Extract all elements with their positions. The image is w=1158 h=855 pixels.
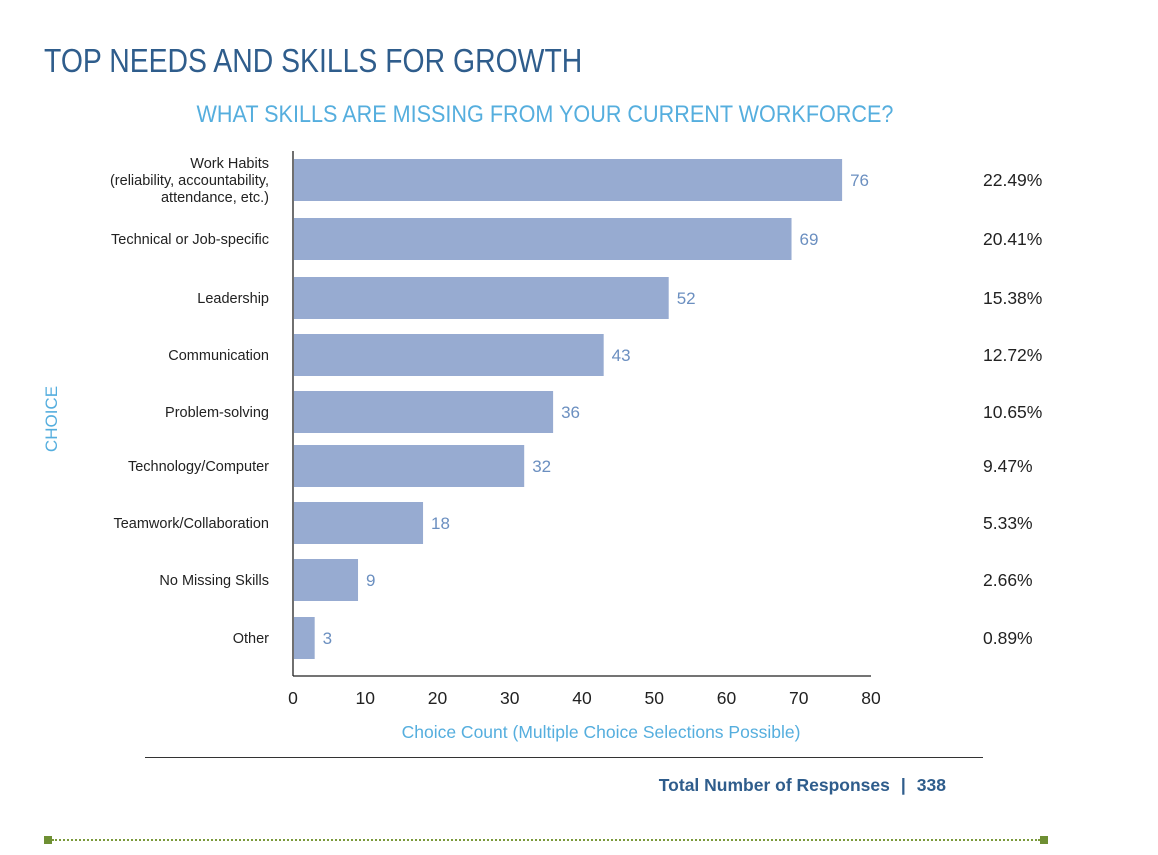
- category-label: Problem-solving: [165, 405, 269, 421]
- percentage-label: 9.47%: [983, 456, 1033, 476]
- bar: [294, 218, 792, 260]
- bar: [294, 391, 554, 433]
- category-label: Work Habits (reliability, accountability,…: [110, 156, 269, 206]
- category-label-line: (reliability, accountability,: [110, 173, 269, 189]
- bar-value-label: 36: [561, 403, 580, 422]
- percentage-label: 10.65%: [983, 402, 1042, 422]
- category-label-line: Technical or Job-specific: [111, 232, 269, 248]
- page-title: TOP NEEDS AND SKILLS FOR GROWTH: [44, 42, 583, 79]
- percentage-label: 12.72%: [983, 345, 1042, 365]
- category-label-line: Problem-solving: [165, 405, 269, 421]
- bar: [294, 334, 604, 376]
- bar: [294, 277, 669, 319]
- category-label-line: No Missing Skills: [159, 573, 269, 589]
- footer-rule: [44, 836, 1048, 844]
- x-tick-label: 50: [645, 688, 665, 708]
- total-separator: |: [900, 775, 906, 795]
- bar-value-label: 3: [323, 629, 332, 648]
- footer-rule-cap-right: [1040, 836, 1048, 844]
- category-label: No Missing Skills: [159, 573, 269, 589]
- chart-title: WHAT SKILLS ARE MISSING FROM YOUR CURREN…: [196, 101, 894, 128]
- footer-rule-dots: [52, 839, 1040, 841]
- bars-layer: 76 Work Habits (reliability, accountabilit…: [110, 156, 1042, 659]
- x-tick-label: 40: [572, 688, 592, 708]
- x-tick-label: 80: [861, 688, 881, 708]
- footer-rule-cap-left: [44, 836, 52, 844]
- category-label: Leadership: [197, 291, 269, 307]
- total-label: Total Number of Responses: [658, 775, 890, 795]
- percentage-label: 5.33%: [983, 513, 1033, 533]
- x-tick-label: 0: [288, 688, 298, 708]
- x-axis-label: Choice Count (Multiple Choice Selections…: [402, 722, 801, 742]
- category-label-line: Teamwork/Collaboration: [113, 516, 269, 532]
- category-label-line: Communication: [168, 348, 269, 364]
- percentage-label: 0.89%: [983, 628, 1033, 648]
- category-label: Teamwork/Collaboration: [113, 516, 269, 532]
- bar-value-label: 43: [612, 346, 631, 365]
- category-label: Technology/Computer: [128, 459, 269, 475]
- total-responses: Total Number of Responses | 338: [659, 775, 946, 796]
- x-ticks-layer: 0 10 20 30 40 50 60 70 80: [288, 688, 881, 708]
- category-label-line: attendance, etc.): [161, 190, 269, 206]
- category-label-line: Leadership: [197, 291, 269, 307]
- bar-value-label: 76: [850, 171, 869, 190]
- category-label: Communication: [168, 348, 269, 364]
- category-label: Other: [233, 631, 269, 647]
- bar: [294, 617, 315, 659]
- total-value: 338: [916, 775, 946, 795]
- skills-bar-chart: 76 Work Habits (reliability, accountabilit…: [42, 151, 1042, 742]
- percentage-label: 15.38%: [983, 288, 1042, 308]
- bar: [294, 502, 424, 544]
- bar: [294, 445, 525, 487]
- category-label-line: Work Habits: [190, 156, 269, 172]
- bar-value-label: 69: [800, 230, 819, 249]
- bar-value-label: 18: [431, 514, 450, 533]
- bar-value-label: 32: [532, 457, 551, 476]
- bar: [294, 159, 843, 201]
- bar: [294, 559, 359, 601]
- x-tick-label: 60: [717, 688, 737, 708]
- percentage-label: 22.49%: [983, 170, 1042, 190]
- x-tick-label: 30: [500, 688, 520, 708]
- x-tick-label: 10: [356, 688, 376, 708]
- bar-value-label: 52: [677, 289, 696, 308]
- category-label: Technical or Job-specific: [111, 232, 269, 248]
- category-label-line: Other: [233, 631, 269, 647]
- category-label-line: Technology/Computer: [128, 459, 269, 475]
- bar-value-label: 9: [366, 571, 375, 590]
- divider-line: [145, 757, 983, 758]
- percentage-label: 2.66%: [983, 570, 1033, 590]
- x-tick-label: 70: [789, 688, 809, 708]
- axes-layer: [292, 151, 871, 677]
- y-axis-label: CHOICE: [42, 386, 61, 452]
- percentage-label: 20.41%: [983, 229, 1042, 249]
- x-tick-label: 20: [428, 688, 448, 708]
